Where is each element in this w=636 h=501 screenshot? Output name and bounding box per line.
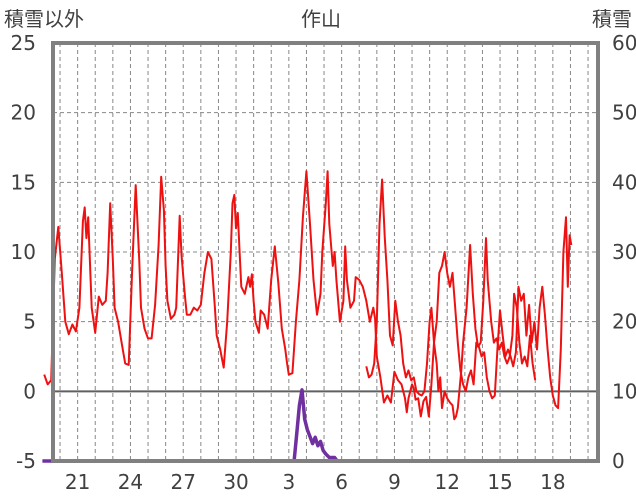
y-left-tick-label: 20 bbox=[11, 101, 36, 125]
x-axis: 21 24 27 30 3 6 9 12 15 18 bbox=[65, 470, 566, 494]
x-tick-label: 18 bbox=[540, 470, 565, 494]
plot-frame bbox=[51, 41, 600, 463]
x-tick-label: 30 bbox=[223, 470, 248, 494]
x-tick-label: 24 bbox=[118, 470, 143, 494]
y-left-tick-label: 5 bbox=[23, 310, 36, 334]
snow-depth-line bbox=[42, 388, 588, 463]
x-tick-label: 12 bbox=[435, 470, 460, 494]
y-axis-left: -5 0 5 10 15 20 25 bbox=[11, 31, 36, 473]
right-axis-title: 積雪 bbox=[592, 7, 632, 31]
y-right-tick-label: 30 bbox=[612, 240, 636, 264]
x-tick-label: 15 bbox=[487, 470, 512, 494]
left-axis-title: 積雪以外 bbox=[4, 7, 84, 31]
x-tick-label: 6 bbox=[335, 470, 348, 494]
y-left-tick-label: -5 bbox=[16, 449, 36, 473]
x-tick-label: 27 bbox=[171, 470, 196, 494]
y-right-tick-label: 10 bbox=[612, 379, 636, 403]
y-right-tick-label: 50 bbox=[612, 101, 636, 125]
y-right-tick-label: 0 bbox=[612, 449, 625, 473]
chart-title: 作山 bbox=[301, 7, 341, 31]
temperature-line bbox=[365, 178, 573, 410]
x-tick-label: 3 bbox=[282, 470, 295, 494]
y-right-tick-label: 40 bbox=[612, 170, 636, 194]
x-tick-label: 9 bbox=[388, 470, 401, 494]
temperature-line bbox=[43, 170, 537, 421]
y-left-tick-label: 25 bbox=[11, 31, 36, 55]
y-left-tick-label: 10 bbox=[11, 240, 36, 264]
series-group bbox=[42, 170, 588, 463]
y-left-tick-label: 0 bbox=[23, 379, 36, 403]
y-right-tick-label: 20 bbox=[612, 310, 636, 334]
y-left-tick-label: 15 bbox=[11, 170, 36, 194]
x-tick-label: 21 bbox=[65, 470, 90, 494]
y-axis-right: 0 10 20 30 40 50 60 bbox=[612, 31, 636, 473]
y-right-tick-label: 60 bbox=[612, 31, 636, 55]
gridlines bbox=[53, 43, 598, 461]
